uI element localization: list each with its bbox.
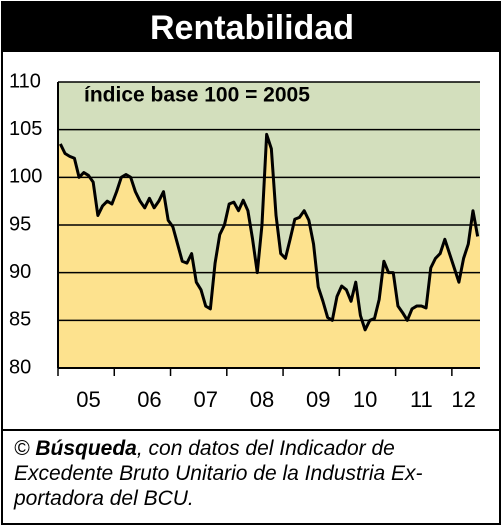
y-tick-label: 100 bbox=[9, 166, 42, 188]
plot: índice base 100 = 2005 05 06 07 08 09 10 11 12 80… bbox=[9, 60, 480, 412]
x-tick-label: 11 bbox=[410, 387, 433, 412]
x-tick-label: 05 bbox=[76, 387, 100, 412]
chart-title: Rentabilidad bbox=[150, 9, 354, 47]
x-tick-label: 07 bbox=[193, 387, 217, 412]
footnote-line: © Búsqueda, con datos del Indicador de bbox=[14, 436, 498, 461]
x-tick-label: 09 bbox=[306, 387, 330, 412]
line bbox=[58, 132, 480, 332]
plot-cover-left bbox=[45, 60, 58, 380]
y-tick-label: 105 bbox=[9, 118, 42, 140]
x-tick-label: 10 bbox=[353, 387, 377, 412]
x-tick-label: 12 bbox=[451, 387, 475, 412]
y-tick-label: 80 bbox=[9, 356, 31, 378]
footnote-source: Búsqueda bbox=[35, 437, 137, 460]
y-tick-label: 85 bbox=[9, 309, 31, 331]
annotation: índice base 100 = 2005 bbox=[84, 84, 310, 107]
x-tick-label: 06 bbox=[137, 387, 161, 412]
footnote-line: Excedente Bruto Unitario de la Industria… bbox=[14, 462, 423, 485]
x-tick-label: 08 bbox=[250, 387, 274, 412]
footnote-text: , con datos del Indicador de bbox=[136, 437, 395, 460]
footnote-line: portadora del BCU. bbox=[14, 487, 194, 510]
footnote-symbol: © bbox=[14, 437, 30, 460]
y-tick-label: 110 bbox=[9, 70, 41, 92]
footnote: © Búsqueda, con datos del Indicador de E… bbox=[14, 436, 498, 511]
y-tick-label: 90 bbox=[9, 261, 31, 283]
y-tick-label: 95 bbox=[9, 213, 31, 235]
title-bar bbox=[2, 2, 500, 52]
